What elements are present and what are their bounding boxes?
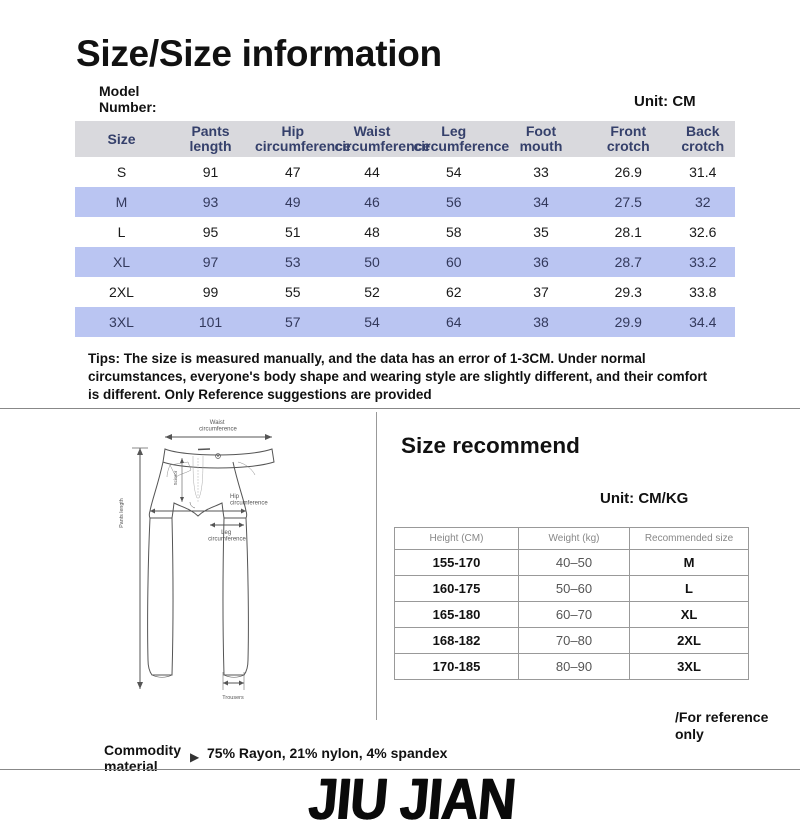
svg-text:Trousers: Trousers: [222, 695, 244, 701]
svg-text:Pants length: Pants length: [119, 498, 125, 528]
svg-text:Scissor: Scissor: [173, 470, 178, 485]
svg-text:Hip circumference: Hip circumference: [230, 494, 268, 507]
svg-text:Leg circumference: Leg circumference: [208, 530, 246, 543]
svg-text:Waist circumference: Waist circumference: [199, 420, 237, 433]
